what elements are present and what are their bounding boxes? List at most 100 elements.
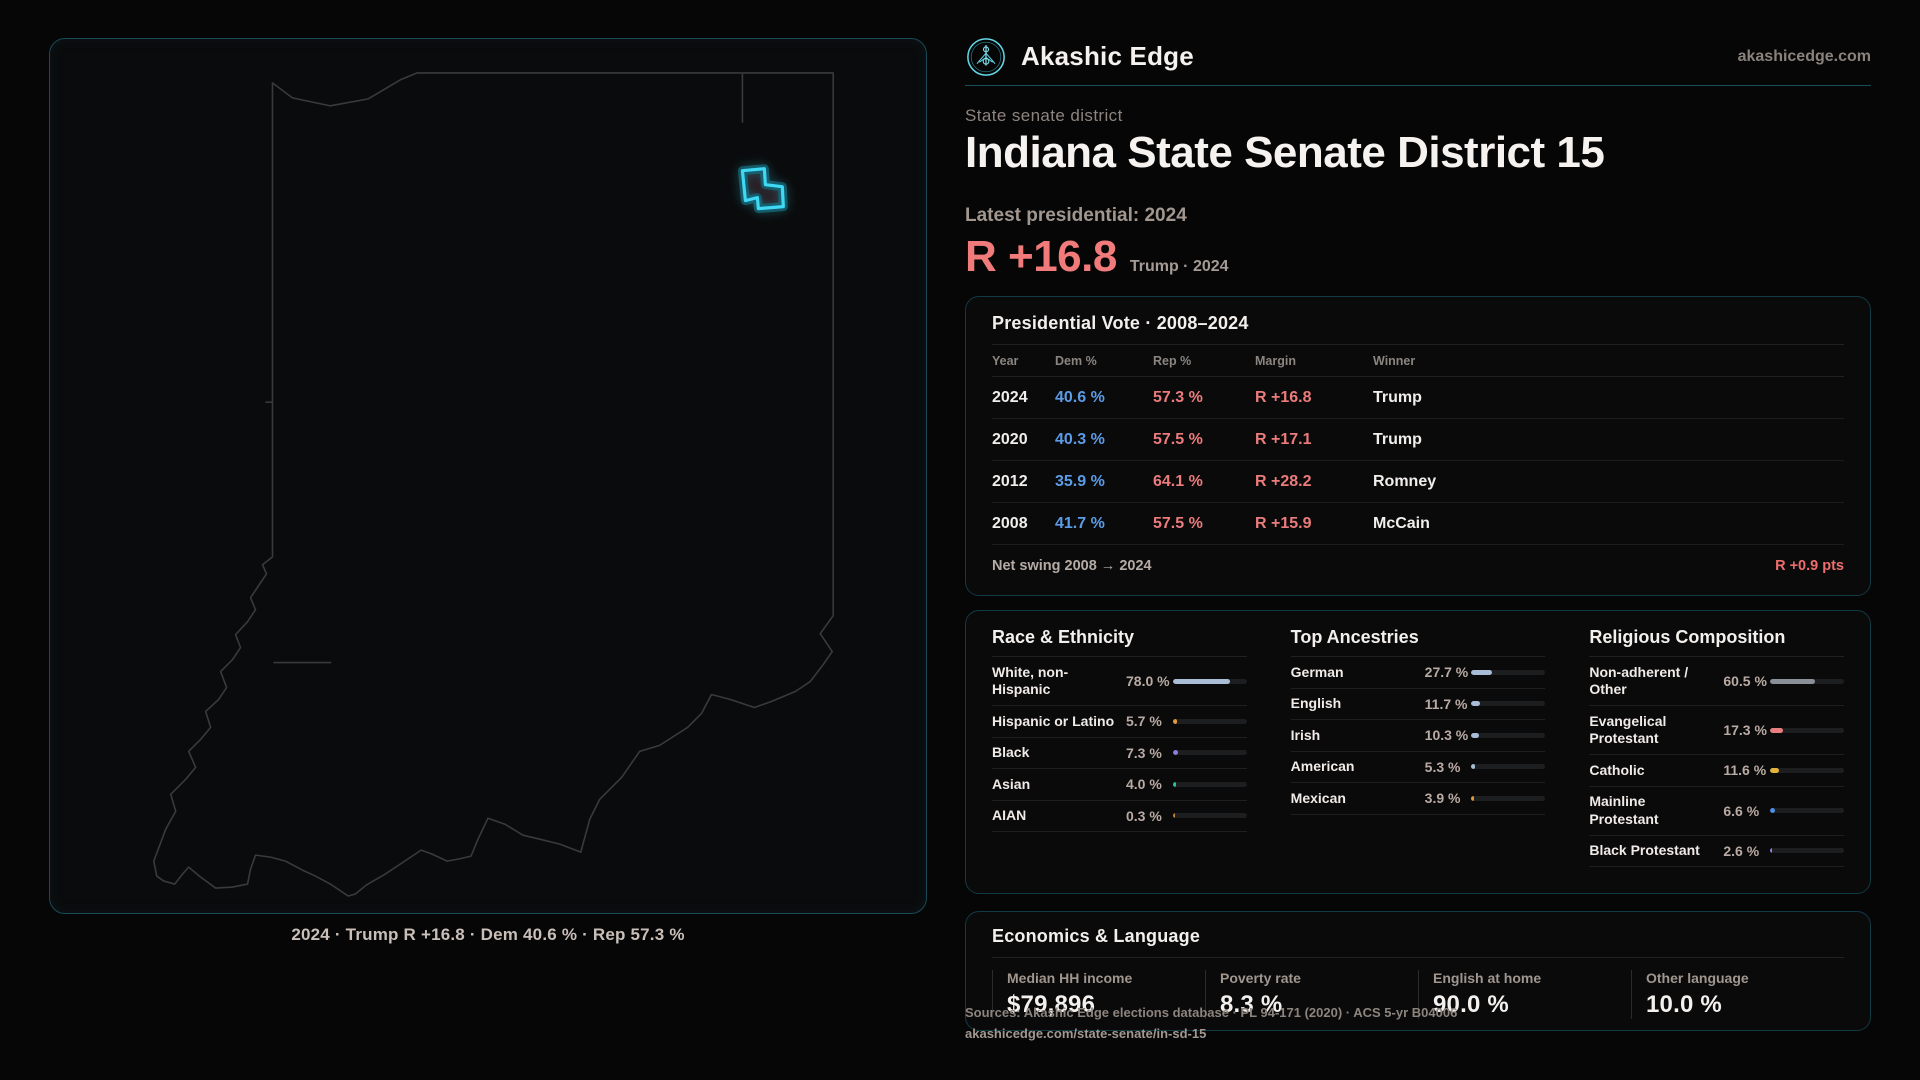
state-outline [152, 72, 835, 897]
demographics-panel: Top Ancestries German 27.7 % English 11.… [1290, 627, 1546, 867]
presidential-header-row: Year Dem % Rep % Margin Winner [992, 345, 1844, 377]
economics-stat-value: 10.0 % [1646, 991, 1722, 1018]
demographic-value: 4.0 % [1126, 776, 1162, 793]
presidential-table-row: 2008 41.7 % 57.5 % R +15.9 McCain [992, 503, 1844, 545]
presidential-card-title: Presidential Vote · 2008–2024 [992, 313, 1249, 333]
demographic-value: 3.9 % [1424, 790, 1461, 807]
net-swing-label: Net swing 2008 → 2024 [992, 558, 1152, 574]
demographic-row: Irish 10.3 % [1290, 720, 1546, 752]
cell-rep-pct: 57.3 % [1153, 388, 1203, 406]
demographic-row: White, non-Hispanic 78.0 % [992, 657, 1247, 706]
demographic-value: 5.3 % [1424, 758, 1461, 775]
cell-year: 2024 [992, 388, 1028, 406]
demographic-value: 78.0 % [1126, 673, 1170, 689]
demographic-row: Mainline Protestant 6.6 % [1589, 787, 1845, 836]
demographic-label: Hispanic or Latino [992, 712, 1115, 729]
district-shape[interactable] [737, 164, 788, 214]
presidential-table-row: 2012 35.9 % 64.1 % R +28.2 Romney [992, 461, 1844, 503]
demographics-panel: Race & Ethnicity White, non-Hispanic 78.… [992, 627, 1247, 867]
demographic-label: German [1290, 663, 1344, 680]
net-swing-row: Net swing 2008 → 2024 R +0.9 pts [992, 545, 1844, 574]
demographic-value: 5.7 % [1126, 713, 1162, 730]
demographic-label: Mainline Protestant [1589, 793, 1659, 827]
presidential-column-header: Dem % [1055, 353, 1097, 368]
demographic-bar-track [1172, 678, 1247, 684]
demographic-row: German 27.7 % [1290, 657, 1546, 689]
demo-rows: White, non-Hispanic 78.0 % Hispanic or L… [992, 657, 1247, 832]
economics-stat: English at home 90.0 % [1418, 970, 1631, 1019]
demographic-value: 6.6 % [1723, 802, 1760, 819]
brand-domain-link[interactable]: akashicedge.com [1737, 47, 1871, 65]
demographic-bar-fill [1471, 701, 1480, 707]
cell-margin: R +28.2 [1255, 472, 1312, 490]
economics-stat-label: Other language [1646, 970, 1749, 986]
cell-year: 2012 [992, 472, 1028, 490]
demographic-bar-fill [1770, 808, 1775, 813]
margin-row: R +16.8 Trump · 2024 [965, 232, 1229, 282]
margin-value: R +16.8 [965, 232, 1117, 281]
map-caption: 2024 · Trump R +16.8 · Dem 40.6 % · Rep … [291, 925, 685, 944]
presidential-card: Presidential Vote · 2008–2024 Year Dem % R… [965, 296, 1871, 596]
economics-stat-value: 8.3 % [1220, 991, 1283, 1018]
cell-winner: Trump [1373, 430, 1422, 448]
presidential-column-header: Margin [1255, 353, 1296, 368]
cell-year: 2020 [992, 430, 1028, 448]
demographic-label: Non-adherent / Other [1589, 663, 1689, 698]
cell-rep-pct: 57.5 % [1153, 430, 1203, 448]
demographic-row: Hispanic or Latino 5.7 % [992, 706, 1247, 738]
economics-stat-label: Median HH income [1007, 970, 1133, 986]
divider [1290, 656, 1546, 657]
economics-stat-label: Poverty rate [1220, 970, 1301, 986]
page-title: Indiana State Senate District 15 [965, 128, 1605, 177]
cell-margin: R +16.8 [1255, 388, 1312, 406]
demographic-label: Catholic [1589, 761, 1645, 778]
presidential-table-row: 2024 40.6 % 57.3 % R +16.8 Trump [992, 377, 1844, 419]
demographic-label: Black [992, 744, 1030, 760]
permalink-link[interactable]: akashicedge.com/state-senate/in-sd-15 [965, 1026, 1207, 1041]
cell-dem-pct: 40.6 % [1055, 388, 1105, 406]
demographic-label: American [1290, 758, 1355, 774]
divider [992, 656, 1247, 657]
demographics-panel: Religious Composition Non-adherent / Oth… [1589, 627, 1845, 867]
demographic-value: 10.3 % [1424, 727, 1469, 744]
cell-dem-pct: 41.7 % [1055, 514, 1105, 532]
demographic-row: Evangelical Protestant 17.3 % [1589, 706, 1845, 755]
demographic-bar-fill [1770, 727, 1783, 733]
demographic-bar-track [1471, 732, 1546, 738]
demographic-bar-fill [1770, 767, 1779, 773]
cell-dem-pct: 40.3 % [1055, 430, 1105, 448]
margin-context: Trump · 2024 [1129, 258, 1229, 275]
demographic-bar-fill [1471, 764, 1476, 770]
demographic-bar-fill [1172, 678, 1231, 684]
demographic-bar-track [1770, 727, 1845, 733]
economics-stat: Median HH income $79,896 [992, 970, 1205, 1019]
demographic-label: English [1290, 695, 1342, 711]
demographic-bar-track [1770, 808, 1845, 813]
demographic-bar-fill [1770, 678, 1815, 684]
demographic-label: AIAN [992, 807, 1027, 823]
demographic-row: Mexican 3.9 % [1290, 783, 1546, 815]
economics-stat-value: $79,896 [1007, 991, 1096, 1018]
demographic-bar-fill [1770, 848, 1773, 854]
net-swing-value: R +0.9 pts [1775, 558, 1844, 574]
demographic-value: 2.6 % [1723, 842, 1760, 859]
eyebrow-label: State senate district [965, 106, 1123, 125]
demographic-bar-track [1770, 678, 1845, 684]
demographic-row: Catholic 11.6 % [1589, 755, 1845, 787]
demographic-bar-track [1172, 813, 1247, 819]
demographic-row: AIAN 0.3 % [992, 801, 1247, 832]
cell-year: 2008 [992, 514, 1028, 532]
header: Akashic Edge akashicedge.com [965, 28, 1871, 86]
demographic-bar-fill [1172, 718, 1177, 724]
demographic-value: 27.7 % [1424, 664, 1469, 681]
demographic-label: Asian [992, 775, 1031, 792]
brand-name: Akashic Edge [1021, 41, 1194, 71]
demographic-label: Mexican [1290, 789, 1346, 806]
demographics-panel-title: Top Ancestries [1290, 627, 1419, 647]
presidential-column-header: Rep % [1153, 353, 1192, 368]
cell-rep-pct: 64.1 % [1153, 472, 1203, 490]
demographic-value: 11.7 % [1424, 695, 1468, 712]
demographic-label: Black Protestant [1589, 842, 1700, 858]
demo-rows: German 27.7 % English 11.7 % Irish 10.3 … [1290, 657, 1546, 815]
cell-margin: R +17.1 [1255, 430, 1312, 448]
